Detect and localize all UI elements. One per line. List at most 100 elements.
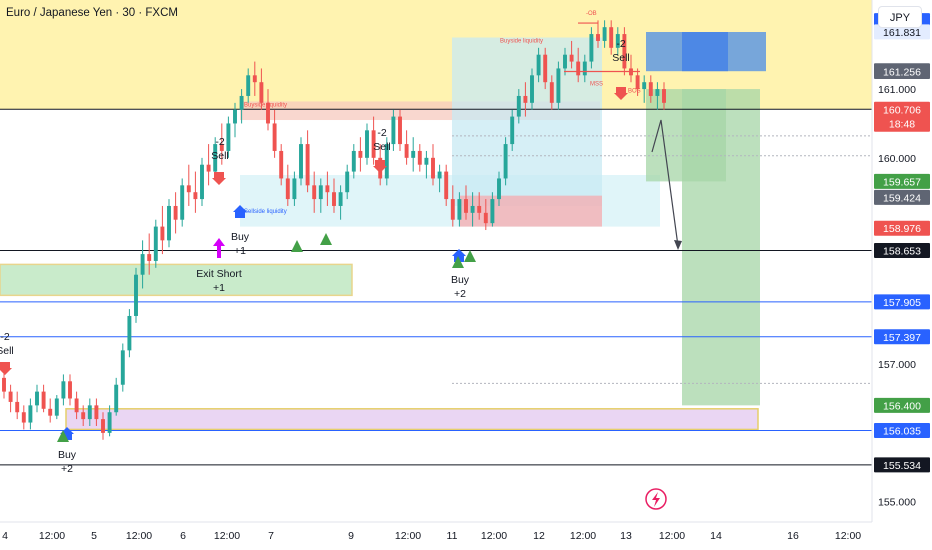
- signal-exit[interactable]: Exit Short +1: [196, 238, 242, 294]
- candle: [404, 130, 409, 165]
- candle: [648, 75, 653, 103]
- candle-body: [589, 34, 594, 62]
- candle-body: [648, 82, 653, 96]
- candle-body: [153, 226, 158, 261]
- candle: [516, 89, 521, 124]
- stop-zone-2: [682, 32, 728, 72]
- signal-sell[interactable]: -2 Sell: [0, 331, 14, 375]
- sell-arrow-icon: [0, 362, 12, 375]
- candle: [272, 109, 277, 158]
- candle-body: [351, 150, 356, 172]
- price-tag-bg: [874, 63, 930, 79]
- pattern-marker-icon: [57, 430, 69, 442]
- price-tag[interactable]: 157.397: [874, 329, 930, 345]
- signal-label-line-2: +1: [213, 282, 225, 294]
- exit-arrow-icon: [213, 238, 225, 258]
- price-tag[interactable]: 159.657: [874, 173, 930, 189]
- price-tag[interactable]: 158.653: [874, 242, 930, 258]
- candle-body: [543, 54, 548, 83]
- candle-body: [516, 95, 521, 117]
- candle-body: [510, 116, 515, 145]
- candle-body: [576, 61, 581, 76]
- candle-body: [180, 185, 185, 220]
- signal-sell[interactable]: -2 Sell: [211, 136, 229, 185]
- candle-body: [107, 412, 112, 433]
- candle-body: [233, 109, 237, 124]
- sell-arrow-icon: [212, 172, 226, 185]
- candle-body: [635, 75, 640, 90]
- signal-label-line-1: Buy: [451, 274, 470, 286]
- candle-body: [470, 205, 475, 213]
- bullish-ob-box: [460, 195, 602, 227]
- candle-body: [312, 185, 317, 200]
- countdown-label: 18:48: [889, 118, 915, 130]
- signal-buy[interactable]: Buy +2: [451, 249, 470, 300]
- price-tag[interactable]: 161.256: [874, 63, 930, 79]
- signal-sell[interactable]: -2 Sell: [373, 127, 391, 173]
- candle-body: [48, 408, 53, 416]
- candle-body: [200, 164, 204, 200]
- x-tick-label: 4: [2, 530, 8, 542]
- candle: [549, 75, 554, 110]
- candle: [226, 116, 231, 158]
- price-tag[interactable]: 156.400: [874, 397, 930, 413]
- candle: [259, 68, 264, 110]
- price-tag-bg: [874, 101, 930, 132]
- price-tag[interactable]: 161.831: [874, 24, 930, 40]
- price-tag-label: 161.831: [883, 27, 921, 39]
- candle-body: [622, 34, 627, 69]
- candle-body: [642, 82, 647, 90]
- price-tag-label: 161.256: [883, 66, 921, 78]
- candle-body: [2, 377, 6, 392]
- candle-body: [134, 274, 138, 316]
- candle-body: [186, 185, 191, 193]
- candle: [186, 164, 191, 206]
- annotation-label-3: MSS: [590, 82, 603, 88]
- candle-body: [358, 150, 363, 158]
- price-tag[interactable]: 158.976: [874, 220, 930, 236]
- candle: [120, 343, 125, 392]
- currency-button[interactable]: JPY: [878, 6, 922, 28]
- candle: [609, 20, 614, 55]
- candle-body: [536, 54, 541, 76]
- projection-arrowhead: [674, 240, 682, 250]
- candle: [391, 109, 396, 151]
- price-tag[interactable]: 155.534: [874, 457, 930, 473]
- candle-body: [530, 75, 534, 103]
- signal-label-line-1: Buy: [58, 449, 77, 461]
- price-tag[interactable]: 157.905: [874, 294, 930, 310]
- y-tick-label: 157.000: [878, 359, 916, 371]
- candle: [127, 309, 132, 358]
- price-tag[interactable]: 160.706 18:48: [874, 101, 930, 132]
- price-tag-bg: [874, 329, 930, 345]
- candle: [81, 405, 86, 426]
- chart-title: Euro / Japanese Yen · 30 · FXCM: [6, 7, 178, 19]
- profit-zone-2: [682, 89, 760, 406]
- candle: [655, 82, 660, 110]
- candle: [365, 123, 369, 165]
- sell-arrow-icon: [373, 160, 387, 173]
- candle: [477, 192, 482, 220]
- signal-buy[interactable]: Buy +1: [231, 205, 250, 257]
- candle-body: [54, 398, 59, 416]
- candle: [417, 144, 422, 172]
- candle: [483, 199, 488, 231]
- price-tag[interactable]: 156.035: [874, 422, 930, 438]
- candle-body: [523, 95, 528, 103]
- lightning-icon[interactable]: [645, 488, 667, 510]
- candle: [54, 395, 59, 420]
- candle-body: [477, 205, 482, 213]
- candle-body: [457, 199, 462, 220]
- candle: [167, 199, 171, 248]
- candle: [292, 171, 297, 206]
- candle: [252, 61, 257, 96]
- candle-body: [345, 171, 350, 193]
- price-tag-label: 158.976: [883, 223, 921, 235]
- price-tag[interactable]: 159.424: [874, 189, 930, 205]
- candle: [503, 137, 508, 186]
- signal-sell[interactable]: -2 Sell: [612, 38, 630, 100]
- price-tag-bg: [874, 220, 930, 236]
- x-tick-label: 12:00: [570, 530, 596, 542]
- x-tick-label: 12: [533, 530, 545, 542]
